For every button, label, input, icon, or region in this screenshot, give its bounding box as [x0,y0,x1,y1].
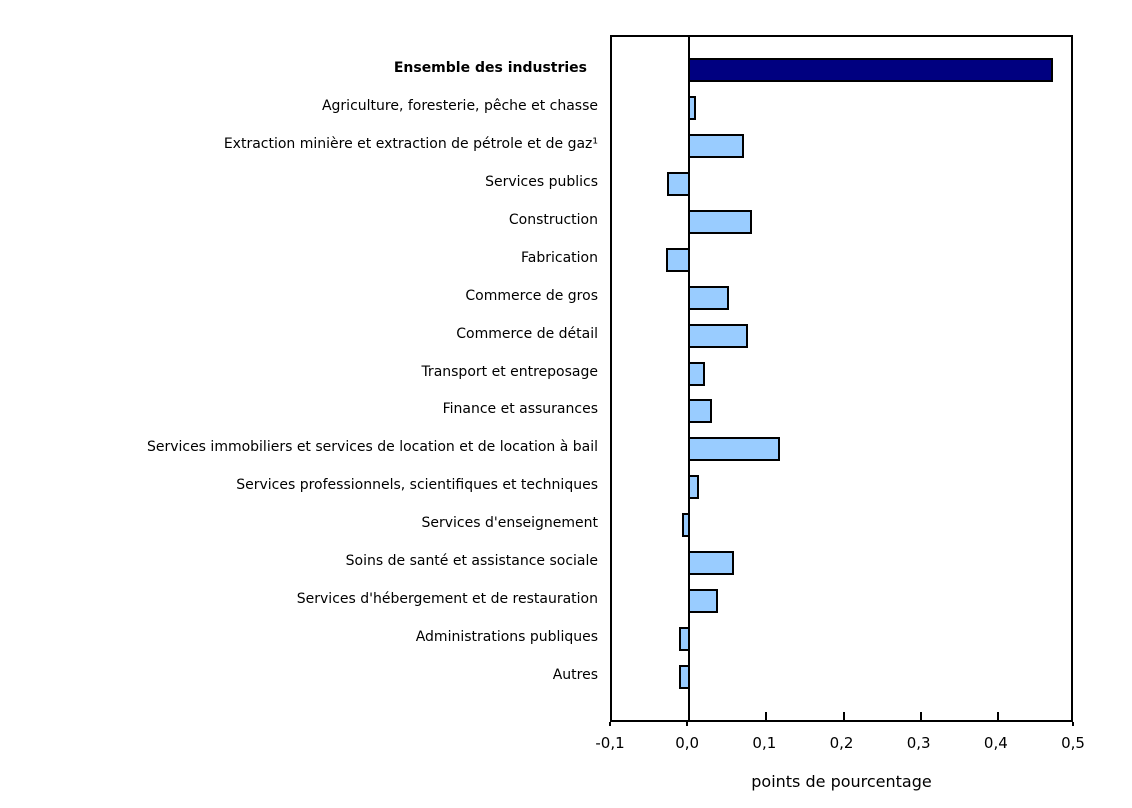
chart-bar [688,361,706,386]
x-axis-tick [609,722,611,726]
x-axis-tick-label: 0,0 [675,734,700,752]
plot-area [610,35,1073,722]
category-label: Construction [508,211,598,228]
chart-bar [688,323,749,348]
chart-bar [688,285,730,310]
chart-bar [688,475,700,500]
category-label: Services d'hébergement et de restauratio… [296,591,598,608]
category-label: Ensemble des industries [393,60,587,76]
chart-bar [688,589,719,614]
x-axis-tick-label: 0,2 [829,734,854,752]
x-axis-tick-label: 0,4 [983,734,1008,752]
x-axis-tick-labels: -0,1 0,0 0,1 0,2 0,3 0,4 0,5 [595,733,1085,753]
x-axis-tick [996,712,999,720]
x-axis-tick [919,712,922,720]
chart-bar [688,209,753,234]
category-label: Services immobiliers et services de loca… [146,439,598,456]
chart-bar [679,627,691,652]
chart-bar [688,551,735,576]
x-axis-tick [686,722,689,726]
chart-bar [679,665,691,690]
category-label: Transport et entreposage [421,363,598,380]
x-axis-tick [765,712,768,720]
chart-bar [667,171,691,196]
x-axis-tick-label: 0,3 [906,734,931,752]
category-label: Fabrication [521,249,598,266]
category-label: Commerce de détail [456,325,598,342]
x-axis-tick-label: 0,5 [1061,734,1085,752]
chart-bar [688,58,1054,82]
category-label: Services publics [485,173,598,190]
x-axis-tick-label: -0,1 [595,734,625,752]
chart-bar [688,133,745,158]
chart-bar [688,95,697,120]
x-axis-tick-label: 0,1 [752,734,777,752]
category-label: Extraction minière et extraction de pétr… [223,135,598,152]
chart-bar [666,247,691,272]
category-label: Autres [552,667,598,684]
x-axis-tick [1072,722,1074,726]
category-labels-column: Ensemble des industries Agriculture, fore… [0,35,598,722]
chart-bar [688,399,713,424]
category-label: Commerce de gros [465,287,598,304]
category-label: Finance et assurances [442,401,598,418]
category-label: Services d'enseignement [421,515,599,532]
category-label: Administrations publiques [415,629,598,646]
chart-bar [688,437,781,462]
category-label: Services professionnels, scientifiques e… [236,477,598,494]
category-label: Agriculture, foresterie, pêche et chasse [321,97,598,114]
category-label: Soins de santé et assistance sociale [345,553,598,570]
x-axis-title: points de pourcentage [751,772,932,791]
chart-bar [682,513,691,538]
x-axis-tick [842,712,845,720]
